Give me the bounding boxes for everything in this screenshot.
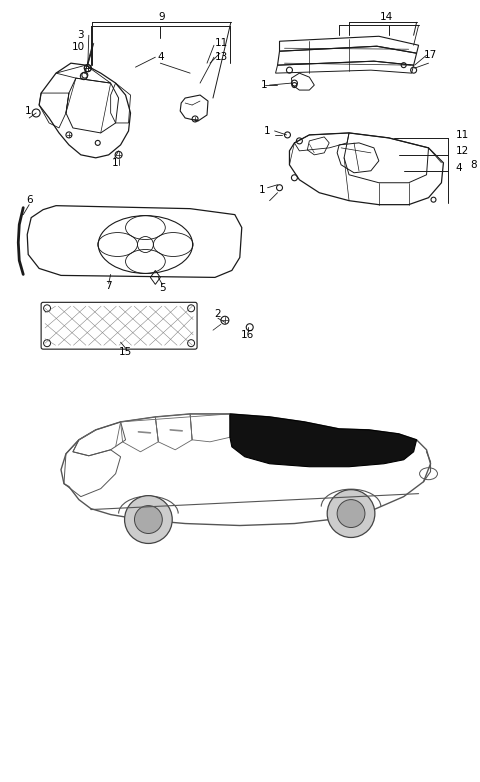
Polygon shape	[230, 414, 417, 467]
Circle shape	[125, 496, 172, 543]
Text: 15: 15	[119, 347, 132, 357]
Text: 17: 17	[424, 50, 437, 60]
Text: 6: 6	[26, 195, 33, 205]
Circle shape	[327, 490, 375, 537]
Text: 13: 13	[216, 52, 228, 63]
Text: 14: 14	[380, 13, 394, 23]
Text: 9: 9	[158, 13, 165, 23]
Text: 8: 8	[470, 160, 477, 170]
Text: 4: 4	[456, 163, 462, 173]
Text: 2: 2	[215, 309, 221, 319]
Text: 11: 11	[216, 38, 228, 48]
Text: 1: 1	[258, 185, 265, 195]
Text: 11: 11	[456, 130, 468, 140]
Text: 10: 10	[72, 42, 84, 52]
Text: 1: 1	[111, 158, 118, 168]
Text: 7: 7	[105, 282, 112, 292]
Circle shape	[337, 500, 365, 528]
Text: 16: 16	[241, 330, 254, 340]
Text: 3: 3	[78, 30, 84, 40]
Text: 4: 4	[157, 52, 164, 63]
Text: 12: 12	[456, 146, 468, 156]
Text: 1: 1	[264, 126, 271, 136]
Text: 1: 1	[25, 106, 32, 116]
Text: 1: 1	[260, 80, 267, 90]
Circle shape	[134, 506, 162, 533]
Text: 5: 5	[159, 283, 166, 293]
